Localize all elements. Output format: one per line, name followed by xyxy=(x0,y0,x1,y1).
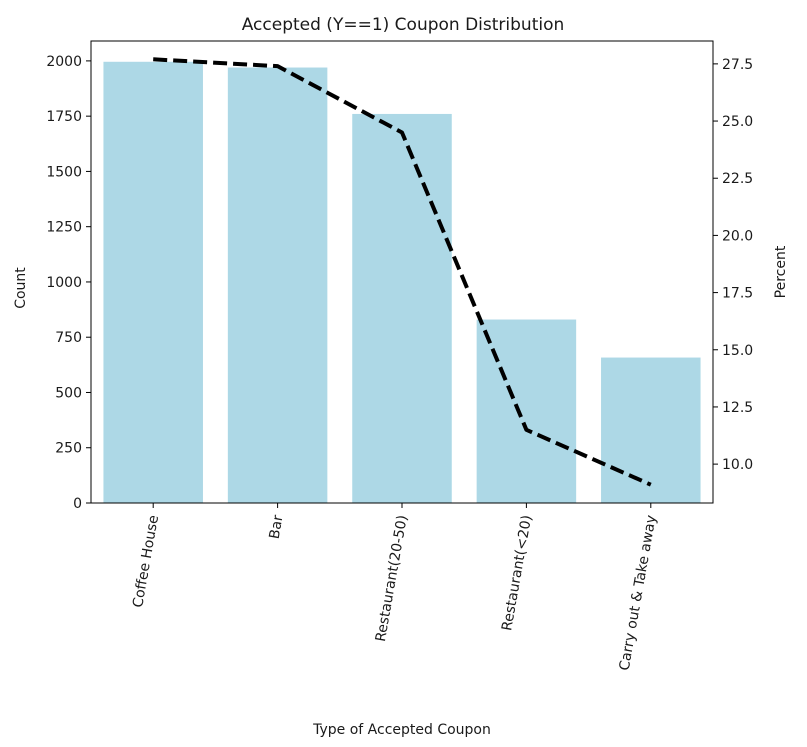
percent-line xyxy=(153,57,652,487)
y-axis-label: Count xyxy=(13,267,29,309)
bar-1 xyxy=(103,61,203,504)
x-axis-label: Type of Accepted Coupon xyxy=(312,722,491,738)
y2-tick-label: 22.5 xyxy=(722,171,753,187)
x-tick-label: Restaurant(20-50) xyxy=(373,514,411,643)
x-tick-label: Carry out & Take away xyxy=(617,514,660,672)
bar-4 xyxy=(476,319,577,503)
y2-tick-label: 15.0 xyxy=(722,343,753,359)
y2-tick-label: 10.0 xyxy=(722,457,753,473)
y2-tick-label: 12.5 xyxy=(722,400,753,416)
y2-tick-label: 27.5 xyxy=(722,57,753,73)
bar-2 xyxy=(227,67,328,504)
y2-tick-label: 20.0 xyxy=(722,228,753,244)
y-tick-label: 500 xyxy=(55,385,82,401)
x-tick-label: Bar xyxy=(267,514,287,541)
y-tick-label: 1000 xyxy=(46,275,82,291)
y-tick-label: 0 xyxy=(73,496,82,512)
y2-axis-label: Percent xyxy=(773,245,789,298)
y2-tick-label: 17.5 xyxy=(722,286,753,302)
y-tick-label: 1250 xyxy=(46,220,82,236)
x-tick-label: Restaurant(<20) xyxy=(499,514,535,632)
chart-title: Accepted (Y==1) Coupon Distribution xyxy=(242,15,565,35)
y-tick-label: 250 xyxy=(55,441,82,457)
bar-5 xyxy=(601,357,701,503)
y-tick-label: 1750 xyxy=(46,109,82,125)
y-tick-label: 2000 xyxy=(46,54,82,70)
x-tick-label: Coffee House xyxy=(130,514,162,609)
y2-tick-label: 25.0 xyxy=(722,114,753,130)
percent-line-group xyxy=(153,57,652,487)
y-tick-label: 1500 xyxy=(46,164,82,180)
y-tick-label: 750 xyxy=(55,330,82,346)
bars-group xyxy=(103,61,701,504)
bar-3 xyxy=(352,113,452,504)
